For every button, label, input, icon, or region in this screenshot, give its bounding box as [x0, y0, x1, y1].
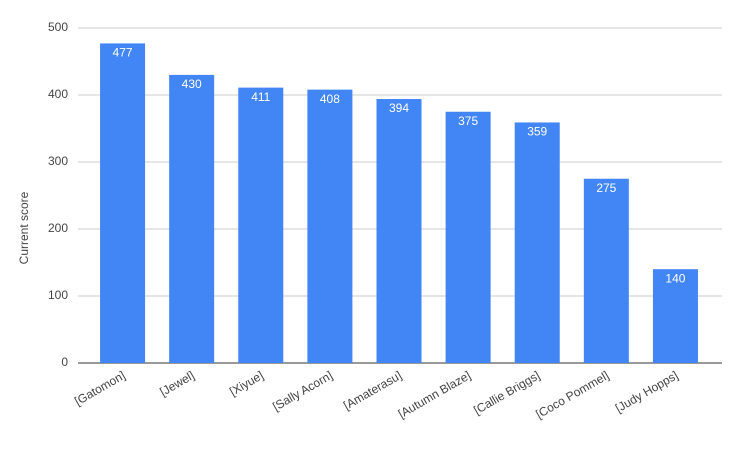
data-label: 140	[665, 271, 685, 285]
x-tick-label: [Sally Acorn]	[270, 368, 335, 413]
bar	[169, 74, 215, 364]
bar	[238, 87, 284, 363]
bar	[652, 269, 698, 363]
bar	[307, 89, 353, 363]
data-label: 375	[458, 114, 478, 128]
bar	[100, 43, 146, 363]
data-label: 394	[389, 101, 409, 115]
y-tick-label: 100	[48, 288, 68, 302]
x-tick-label: [Judy Hopps]	[613, 368, 681, 415]
data-label: 275	[596, 181, 616, 195]
x-tick-label: [Amaterasu]	[341, 368, 404, 412]
x-tick-label: [Gatomon]	[72, 368, 128, 408]
x-tick-label: [Coco Pommel]	[533, 368, 611, 421]
data-label: 411	[251, 90, 270, 104]
y-tick-label: 500	[48, 20, 68, 34]
bar	[514, 122, 560, 363]
bar	[583, 178, 629, 363]
x-tick-label: [Xiyue]	[227, 368, 266, 398]
x-tick-label: [Callie Briggs]	[471, 368, 542, 417]
data-label: 430	[182, 77, 202, 91]
data-label: 359	[527, 125, 547, 139]
data-label: 408	[320, 92, 340, 106]
y-tick-label: 200	[48, 221, 68, 235]
y-tick-label: 300	[48, 154, 68, 168]
y-axis-label: Current score	[17, 191, 31, 264]
bar	[376, 99, 422, 364]
y-tick-label: 400	[48, 87, 68, 101]
x-tick-label: [Autumn Blaze]	[396, 368, 473, 421]
bar	[445, 111, 491, 363]
y-tick-label: 0	[61, 355, 68, 369]
data-label: 477	[113, 46, 133, 60]
x-tick-label: [Jewel]	[157, 368, 196, 399]
